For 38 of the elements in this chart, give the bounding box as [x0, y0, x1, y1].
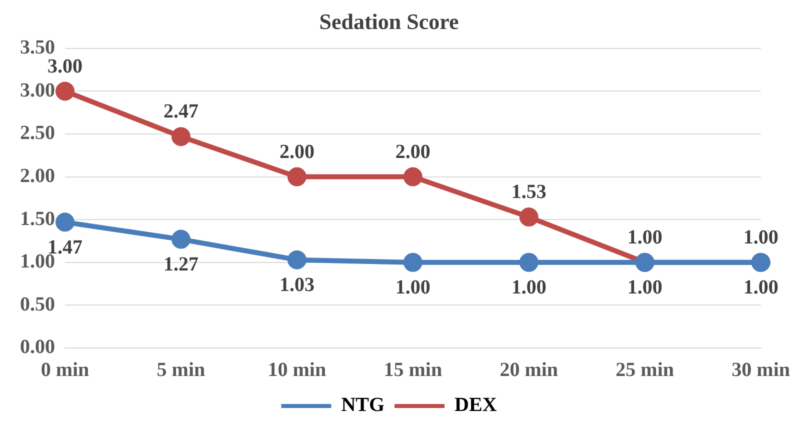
point: [519, 208, 538, 227]
point: [403, 252, 422, 272]
data-label: 1.03: [279, 274, 314, 296]
point: [403, 167, 422, 186]
point: [171, 230, 190, 249]
y-tick-label: 3.00: [20, 79, 55, 102]
point: [56, 212, 74, 232]
point: [56, 82, 74, 101]
x-tick-label: 0 min: [40, 359, 90, 382]
data-label: 2.00: [395, 140, 430, 163]
point: [287, 167, 306, 186]
y-tick-label: 0.50: [20, 293, 55, 316]
x-tick-label: 30 min: [732, 359, 790, 382]
x-tick-label: 15 min: [384, 359, 442, 382]
chart-title: Sedation Score: [319, 8, 460, 34]
point: [519, 252, 538, 272]
data-label: 1.00: [743, 226, 778, 249]
x-tick-label: 10 min: [268, 359, 326, 382]
data-label: 1.00: [627, 226, 662, 249]
x-tick-label: 25 min: [616, 359, 674, 382]
data-label: 1.27: [163, 253, 198, 276]
y-tick-label: 2.00: [20, 164, 55, 187]
legend-label: DEX: [454, 394, 498, 416]
x-tick-label: 20 min: [500, 359, 558, 382]
data-label: 1.00: [743, 276, 778, 299]
data-label: 1.53: [511, 181, 546, 204]
legend-label: NTG: [341, 394, 385, 416]
data-label: 1.00: [395, 276, 430, 299]
data-label: 2.00: [279, 140, 314, 163]
x-tick-label: 5 min: [156, 359, 206, 382]
y-tick-label: 2.50: [20, 122, 55, 144]
y-tick-label: 1.50: [20, 208, 55, 230]
data-label: 1.00: [627, 276, 662, 299]
data-label: 2.47: [163, 100, 198, 123]
point: [171, 127, 190, 146]
y-tick-label: 0.00: [20, 336, 55, 358]
point: [287, 250, 306, 270]
data-label: 1.00: [511, 276, 546, 299]
